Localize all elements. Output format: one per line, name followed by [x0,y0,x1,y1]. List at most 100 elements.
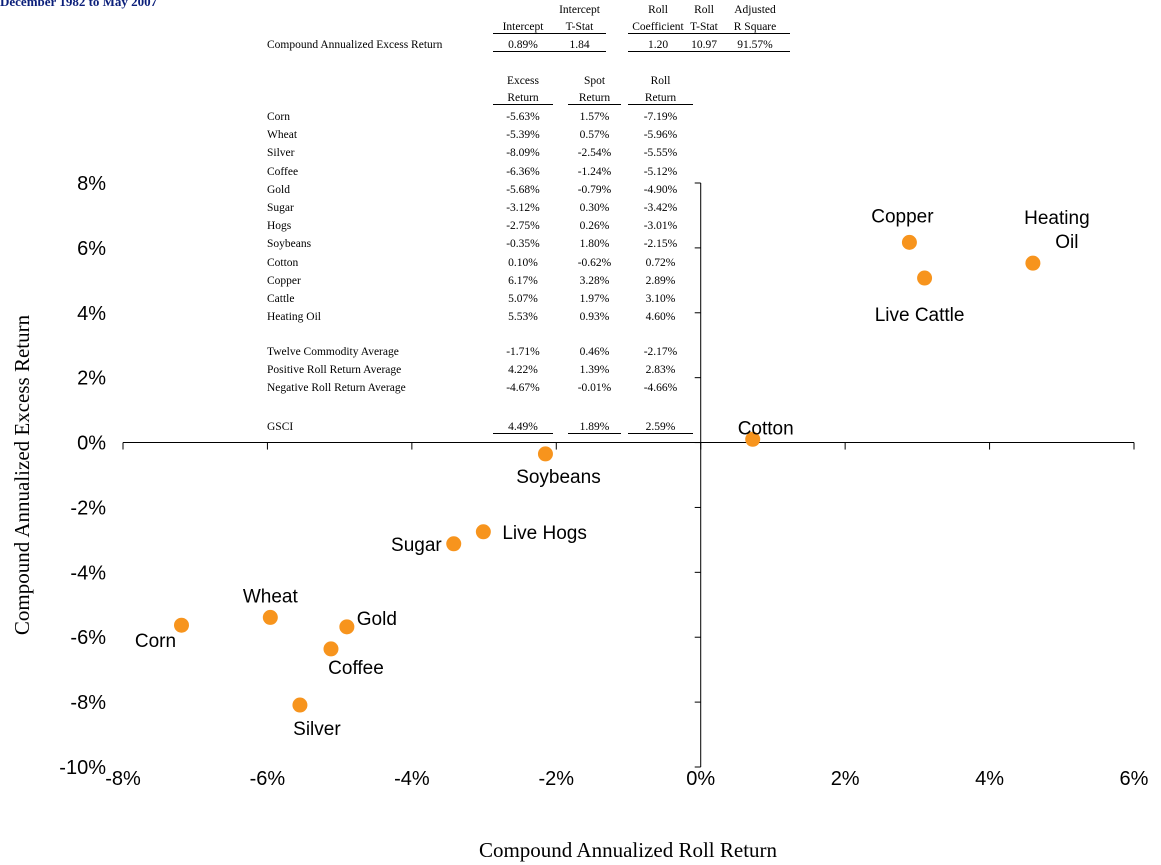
data-point [475,524,491,540]
returns-value: -5.63% [506,111,540,123]
y-tick-label: 4% [77,303,106,325]
returns-row-name: Heating Oil [267,311,321,324]
index-row-name: GSCI [267,421,294,433]
returns-value: 4.60% [645,311,676,324]
point-label: Copper [871,206,934,227]
returns-row-name: Hogs [267,220,292,233]
point-label: Heating Oil [1024,208,1090,253]
reg-header-line2: R Square [720,21,790,34]
returns-value: -3.42% [643,202,678,214]
x-tick-label: -4% [394,768,430,790]
axes [122,182,1135,768]
returns-value: -3.12% [506,202,540,214]
returns-value: 1.97% [579,293,610,305]
data-point [917,270,933,286]
returns-row-name: Cotton [267,256,299,269]
point-label-line: Heating [1024,208,1090,229]
y-tick-label: -2% [70,497,106,519]
returns-row-name: Wheat [267,129,298,142]
data-point [745,431,761,447]
returns-value: -8.09% [506,147,540,160]
reg-header-line1: Intercept [559,4,600,16]
point-labels: Corn Wheat Silver Coffee Gold Sugar Live Hogs S… [135,206,1090,740]
returns-value: 6.17% [508,274,538,287]
returns-value: 1.80% [579,238,610,251]
returns-value: 0.26% [579,220,610,233]
returns-value: -7.19% [643,111,678,123]
returns-row-name: Cattle [267,293,295,305]
reg-header-line2: T-Stat [553,21,606,34]
returns-value: 2.89% [645,274,676,287]
returns-value: -5.68% [506,183,540,196]
returns-value: -3.01% [643,220,678,233]
x-tick-label: 4% [975,768,1004,790]
returns-value: -5.55% [643,147,678,160]
point-label: Live Cattle [875,305,965,326]
data-point [323,641,339,657]
data-point [446,536,462,552]
returns-value: 3.28% [579,274,610,287]
reg-value: 1.84 [553,39,606,52]
returns-value: -6.36% [506,165,540,178]
data-point [537,446,553,462]
returns-value: 0.93% [579,311,610,324]
x-tick-label: 6% [1120,768,1149,790]
returns-row-name: Copper [267,274,301,287]
reg-header-line1: Adjusted [734,4,776,16]
returns-value: -2.15% [643,238,678,251]
returns-value: 5.53% [508,311,538,324]
y-axis-title: Compound Annualized Excess Return [10,314,34,635]
y-tick-label: -6% [70,627,106,649]
returns-row-name: Silver [267,147,295,160]
point-label: Sugar [391,535,442,556]
average-value: -1.71% [506,346,540,358]
reg-value: 91.57% [720,39,790,52]
average-value: -4.67% [506,382,540,395]
returns-value: 5.07% [508,293,538,305]
y-tick-label: 0% [77,433,106,455]
returns-row-name: Gold [267,183,290,196]
point-label: Soybeans [516,467,601,488]
x-tick-label: 2% [831,768,860,790]
average-row-name: Positive Roll Return Average [267,364,402,377]
average-value: 4.22% [508,364,538,377]
reg-header-line1: Roll [694,4,714,16]
x-axis-title: Compound Annualized Roll Return [479,838,778,862]
chart-title: December 1982 to May 2007 [0,0,158,9]
index-value: 4.49% [493,421,553,434]
data-point [339,619,355,635]
reg-value: 10.97 [688,39,720,52]
reg-header-line1: Roll [648,4,668,16]
average-value: -0.01% [577,382,612,395]
reg-row-label: Compound Annualized Excess Return [267,39,443,51]
average-value: 2.83% [645,364,676,377]
returns-value: 0.30% [579,202,610,214]
returns-header-line2: Return [568,92,621,105]
average-row-name: Twelve Commodity Average [267,346,399,358]
reg-header-line2: Coefficient [628,21,688,34]
returns-value: -1.24% [577,165,612,178]
average-value: 0.46% [579,346,610,358]
reg-value: 1.20 [628,39,688,52]
point-label-line: Oil [1055,232,1078,253]
returns-row-name: Sugar [267,202,294,214]
average-value: -2.17% [643,346,678,358]
point-label: Coffee [328,658,384,679]
data-point [262,609,278,625]
point-label: Silver [293,719,341,740]
y-tick-label: 2% [77,368,106,390]
point-label: Gold [357,609,397,630]
y-tick-label: -4% [70,562,106,584]
returns-header-line2: Return [628,92,693,105]
data-point [901,234,917,250]
returns-value: -4.90% [643,183,678,196]
point-label: Corn [135,631,176,652]
x-tick-label: -2% [538,768,574,790]
data-point [173,617,189,633]
average-row-name: Negative Roll Return Average [267,382,406,395]
returns-value: 0.72% [645,256,676,269]
x-tick-label: 0% [686,768,715,790]
index-value: 2.59% [628,421,693,434]
returns-row-name: Soybeans [267,238,312,251]
